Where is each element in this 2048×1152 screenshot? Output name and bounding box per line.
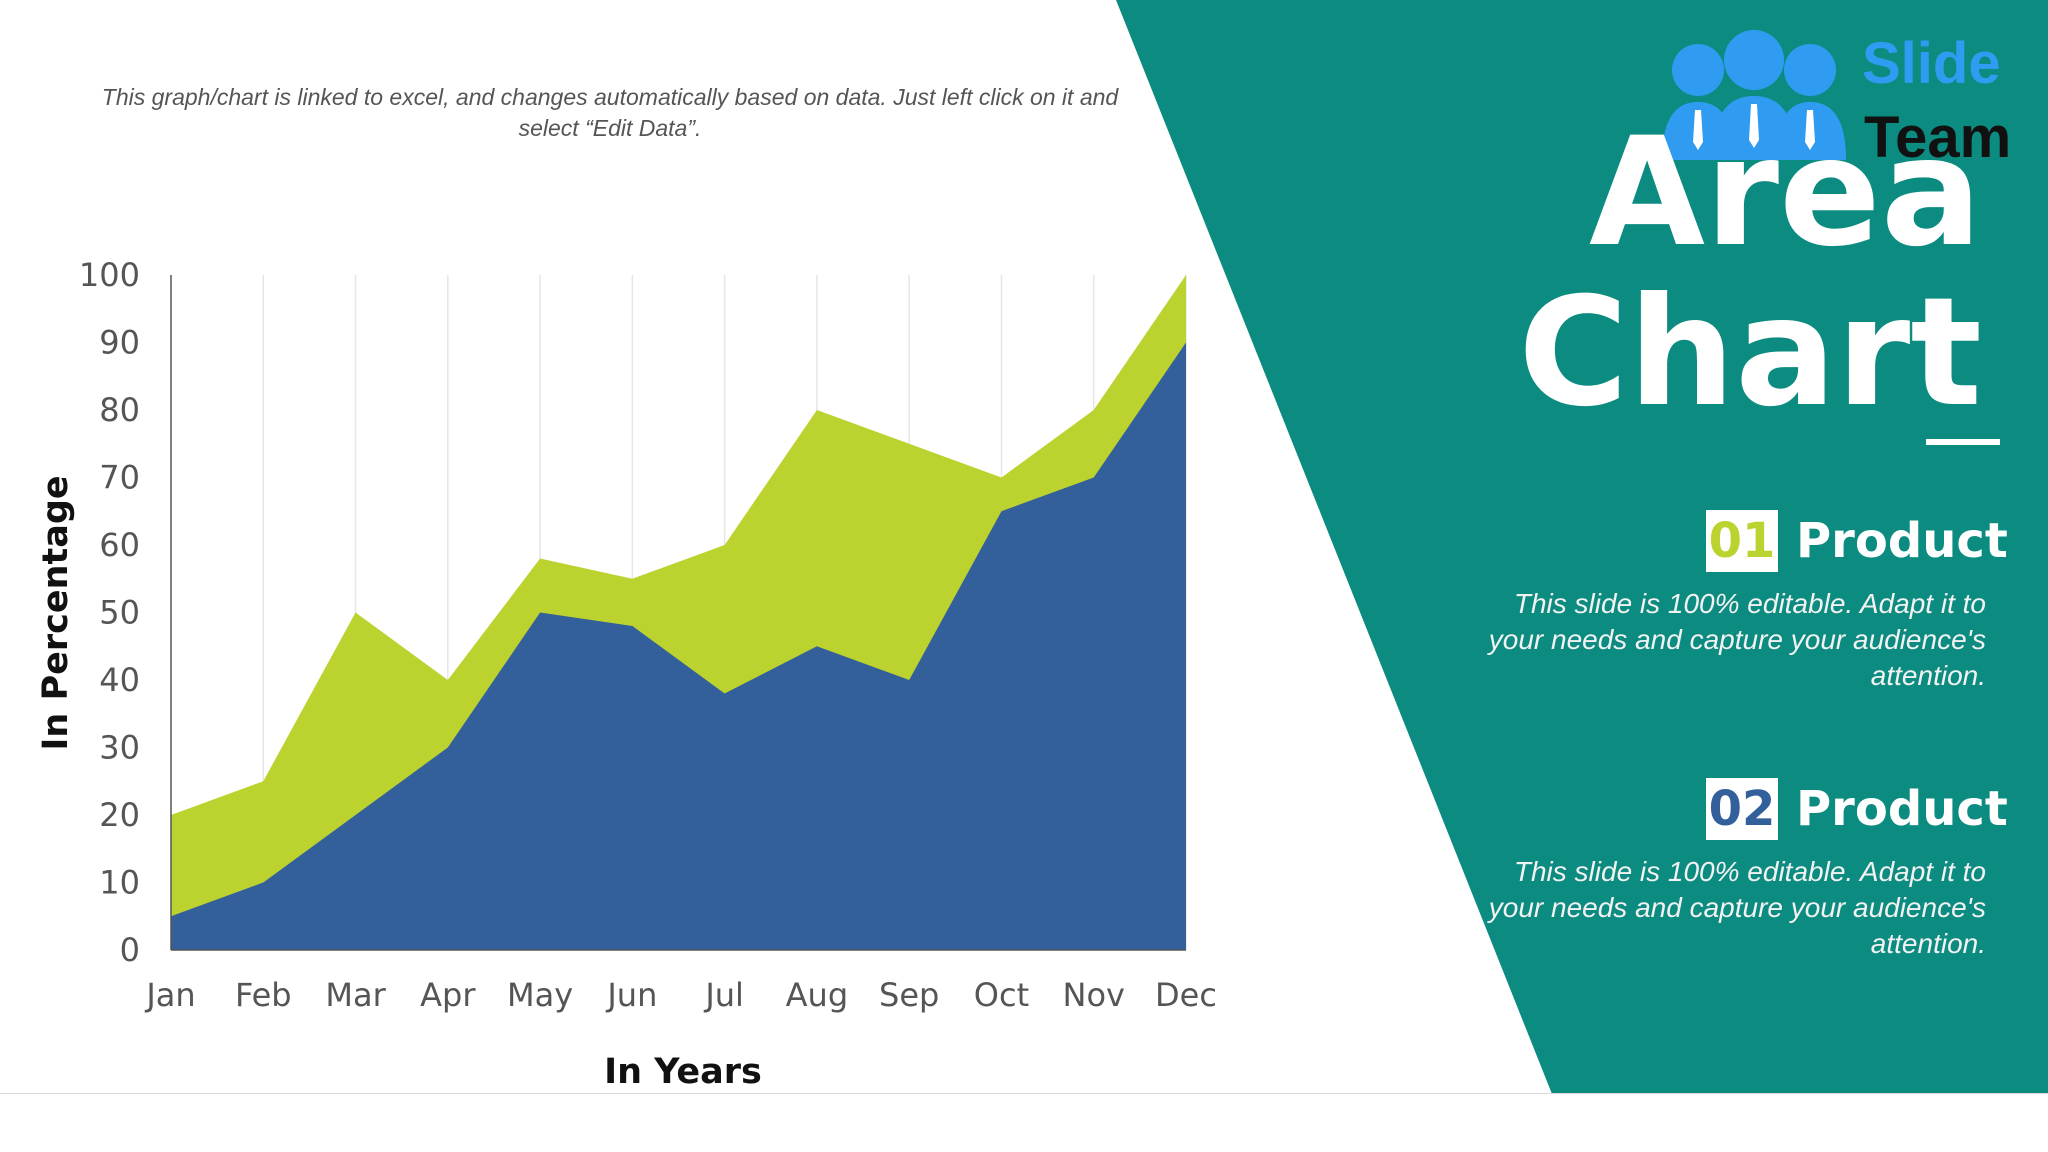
- logo-word-slide: Slide: [1862, 31, 2001, 96]
- y-tick-label-40: 40: [99, 661, 140, 699]
- y-tick-label-0: 0: [120, 931, 140, 969]
- teal-background-panel: [1116, 0, 2048, 1094]
- y-axis-title: In Percentage: [36, 475, 76, 750]
- axes: [170, 275, 1186, 951]
- product-2-label: Product: [1796, 781, 2008, 837]
- y-tick-label-90: 90: [99, 324, 140, 362]
- title-line-2: Chart: [1518, 266, 1982, 440]
- y-tick-label-30: 30: [99, 729, 140, 767]
- area-series-2[interactable]: [171, 342, 1186, 951]
- instruction-text: This graph/chart is linked to excel, and…: [101, 84, 1119, 141]
- product-1-label: Product: [1796, 513, 2008, 569]
- y-tick-label-10: 10: [99, 864, 140, 902]
- x-tick-label-jan: Jan: [144, 976, 195, 1014]
- x-tick-label-aug: Aug: [786, 976, 848, 1014]
- y-tick-label-100: 100: [79, 256, 140, 294]
- y-tick-labels: 0 10 20 30 40 50 60 70 80 90 100: [79, 256, 140, 969]
- area-series: [171, 275, 1186, 950]
- x-tick-label-may: May: [507, 976, 573, 1014]
- logo-word-team: Team: [1864, 105, 2012, 170]
- y-tick-label-80: 80: [99, 391, 140, 429]
- y-tick-label-70: 70: [99, 459, 140, 497]
- x-tick-label-sep: Sep: [879, 976, 939, 1014]
- x-tick-label-nov: Nov: [1063, 976, 1125, 1014]
- y-tick-label-50: 50: [99, 594, 140, 632]
- bottom-divider: [0, 1093, 2048, 1094]
- x-axis-title: In Years: [604, 1052, 762, 1092]
- y-tick-label-20: 20: [99, 796, 140, 834]
- x-tick-label-mar: Mar: [325, 976, 386, 1014]
- people-group-icon: [1662, 30, 1846, 160]
- title-line-1: Area: [1588, 106, 1982, 280]
- product-2-number-badge: 02: [1706, 778, 1778, 840]
- product-1-number-badge: 01: [1706, 510, 1778, 572]
- product-2-description: This slide is 100% editable. Adapt it to…: [1488, 856, 1986, 959]
- x-tick-label-jun: Jun: [605, 976, 657, 1014]
- x-tick-labels: Jan Feb Mar Apr May Jun Jul Aug Sep Oct Nov Dec: [144, 976, 1217, 1014]
- title-underline: [1926, 439, 2000, 445]
- area-chart[interactable]: 0 10 20 30 40 50 60 70 80 90 100 Jan Feb Mar Apr May Ju…: [0, 0, 1300, 1152]
- slideteam-logo: Slide Team: [1660, 30, 2020, 170]
- x-tick-label-jul: Jul: [703, 976, 744, 1014]
- x-tick-label-oct: Oct: [974, 976, 1029, 1014]
- product-1-description: This slide is 100% editable. Adapt it to…: [1488, 588, 1986, 691]
- x-tick-label-apr: Apr: [420, 976, 476, 1014]
- y-tick-label-60: 60: [99, 526, 140, 564]
- teal-panel-shape: [1116, 0, 2048, 1094]
- x-tick-label-feb: Feb: [235, 976, 292, 1014]
- x-tick-label-dec: Dec: [1155, 976, 1217, 1014]
